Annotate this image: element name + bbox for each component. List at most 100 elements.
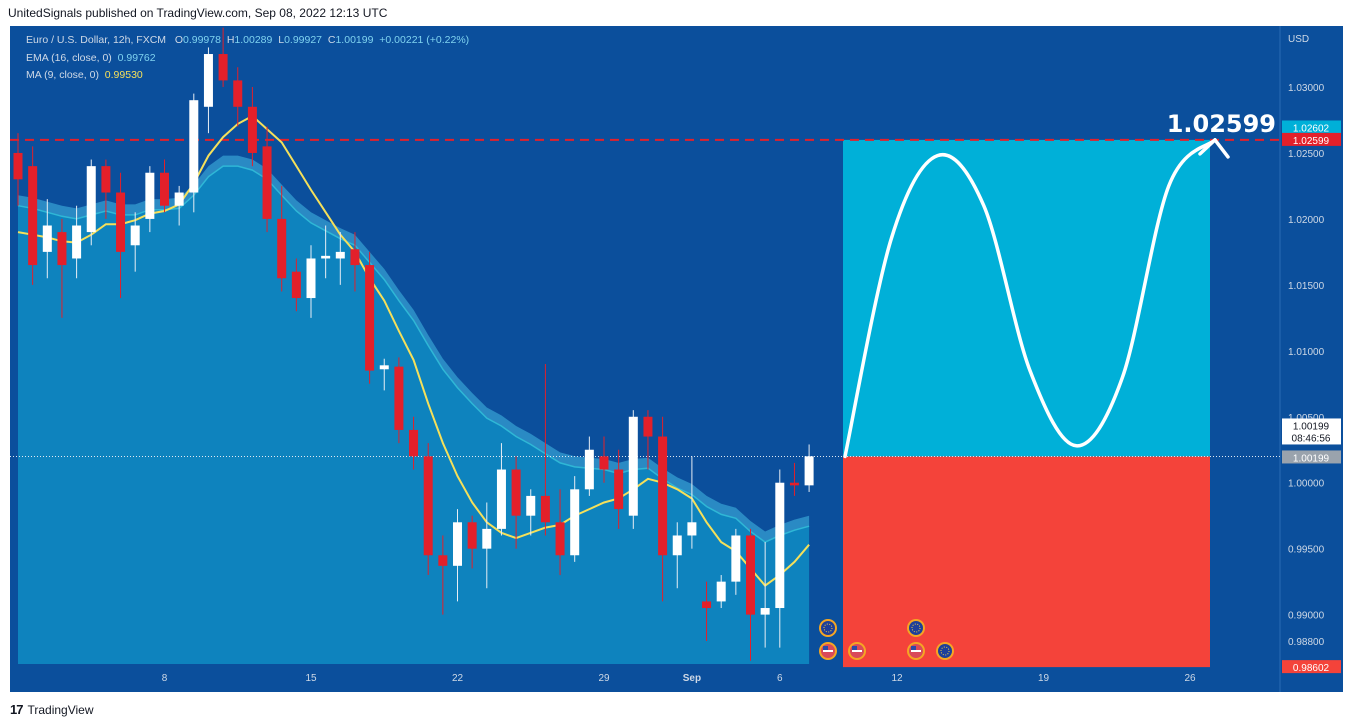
candle-body: [160, 172, 169, 206]
x-tick-label: 12: [891, 673, 903, 684]
candle[interactable]: [28, 146, 38, 285]
candle[interactable]: [584, 436, 594, 496]
candle-body: [453, 522, 462, 566]
candle[interactable]: [291, 258, 301, 312]
us-event-flag-icon[interactable]: [848, 642, 866, 660]
candle[interactable]: [57, 218, 67, 318]
candle[interactable]: [496, 443, 506, 536]
candle[interactable]: [233, 67, 243, 127]
candle[interactable]: [467, 515, 477, 569]
candle[interactable]: [731, 528, 741, 595]
eu-event-flag-icon[interactable]: [819, 619, 837, 637]
resistance-price-tag[interactable]: 1.02599: [1282, 132, 1341, 147]
candle[interactable]: [555, 489, 565, 576]
candle[interactable]: [13, 133, 23, 206]
entry-price-tag[interactable]: 1.00199: [1282, 450, 1341, 464]
candle[interactable]: [335, 232, 345, 285]
high-value: 1.00289: [234, 34, 273, 46]
stop-price-tag[interactable]: 0.98602: [1282, 660, 1341, 674]
x-tick-label: 19: [1038, 673, 1050, 684]
candle[interactable]: [203, 47, 213, 134]
candle[interactable]: [247, 87, 257, 167]
candle[interactable]: [277, 185, 287, 292]
candle-body: [365, 265, 375, 371]
eu-event-flag-icon[interactable]: [936, 642, 954, 660]
candle[interactable]: [482, 502, 492, 589]
candle[interactable]: [116, 172, 126, 299]
candle[interactable]: [145, 166, 155, 233]
candle[interactable]: [511, 456, 521, 549]
candle[interactable]: [746, 528, 755, 661]
candle-body: [394, 366, 404, 430]
chart-canvas[interactable]: 1.02599 0.98800 0.99000 0.99500 1.00000 1.00…: [10, 26, 1343, 692]
candle[interactable]: [101, 159, 111, 219]
candle[interactable]: [306, 245, 316, 318]
candle[interactable]: [526, 489, 536, 536]
candle-body: [570, 489, 580, 556]
candle[interactable]: [438, 535, 448, 615]
stop-zone[interactable]: [843, 456, 1210, 668]
candle[interactable]: [789, 462, 799, 496]
candle-body: [174, 192, 184, 206]
svg-text:1.00199: 1.00199: [1293, 453, 1330, 464]
candle-body: [379, 365, 389, 370]
candle[interactable]: [394, 357, 404, 444]
ma-label: MA (9, close, 0): [26, 69, 99, 81]
candle[interactable]: [702, 581, 712, 641]
candle[interactable]: [174, 185, 184, 226]
target-zone[interactable]: [843, 139, 1210, 457]
x-tick-label: 15: [305, 673, 317, 684]
candle-body: [496, 469, 506, 529]
candle-body: [672, 535, 682, 556]
candle-body: [584, 449, 594, 490]
us-event-flag-icon[interactable]: [907, 642, 925, 660]
candle[interactable]: [804, 444, 814, 492]
candle-body: [540, 495, 550, 523]
candle[interactable]: [643, 410, 653, 470]
candle[interactable]: [658, 416, 668, 602]
x-tick-label: Sep: [683, 673, 701, 684]
candle-body: [203, 54, 213, 107]
candle[interactable]: [365, 251, 375, 384]
chart-frame[interactable]: 1.02599 0.98800 0.99000 0.99500 1.00000 1.00…: [10, 26, 1343, 692]
candle[interactable]: [262, 126, 272, 233]
candle-body: [555, 522, 565, 556]
candle[interactable]: [160, 159, 169, 213]
eu-event-flag-icon[interactable]: [907, 619, 925, 637]
candle[interactable]: [672, 522, 682, 589]
ema-legend[interactable]: EMA (16, close, 0) 0.99762: [26, 52, 156, 64]
candle[interactable]: [540, 364, 550, 536]
candle[interactable]: [775, 469, 785, 648]
projection-curve[interactable]: [843, 138, 1217, 459]
candle[interactable]: [130, 212, 140, 272]
candle[interactable]: [72, 205, 82, 279]
ma-legend[interactable]: MA (9, close, 0) 0.99530: [26, 69, 143, 81]
us-event-flag-icon[interactable]: [819, 642, 837, 660]
svg-text:0.98602: 0.98602: [1293, 663, 1330, 674]
low-label: L: [278, 34, 285, 46]
candle-body: [731, 535, 741, 582]
candle[interactable]: [409, 416, 419, 470]
candle[interactable]: [350, 232, 360, 292]
candle[interactable]: [42, 199, 52, 279]
candle[interactable]: [599, 436, 609, 483]
candle[interactable]: [379, 358, 389, 391]
candle[interactable]: [687, 456, 697, 549]
candle[interactable]: [628, 410, 638, 529]
candle[interactable]: [218, 27, 228, 87]
candle[interactable]: [570, 476, 580, 562]
tradingview-footer[interactable]: 17 TradingView: [10, 702, 94, 717]
candle-body: [335, 251, 345, 259]
symbol-legend[interactable]: Euro / U.S. Dollar, 12h, FXCM O0.99978 H…: [26, 34, 469, 46]
candle[interactable]: [760, 542, 770, 648]
candle[interactable]: [453, 509, 462, 602]
tradingview-logo-icon: 17: [10, 702, 24, 717]
candle[interactable]: [189, 93, 199, 213]
candle[interactable]: [86, 159, 96, 246]
candle[interactable]: [716, 575, 726, 609]
candle[interactable]: [321, 225, 331, 279]
candle[interactable]: [423, 443, 433, 576]
target-price-tag[interactable]: 1.02602: [1282, 120, 1341, 134]
candle[interactable]: [614, 449, 624, 529]
